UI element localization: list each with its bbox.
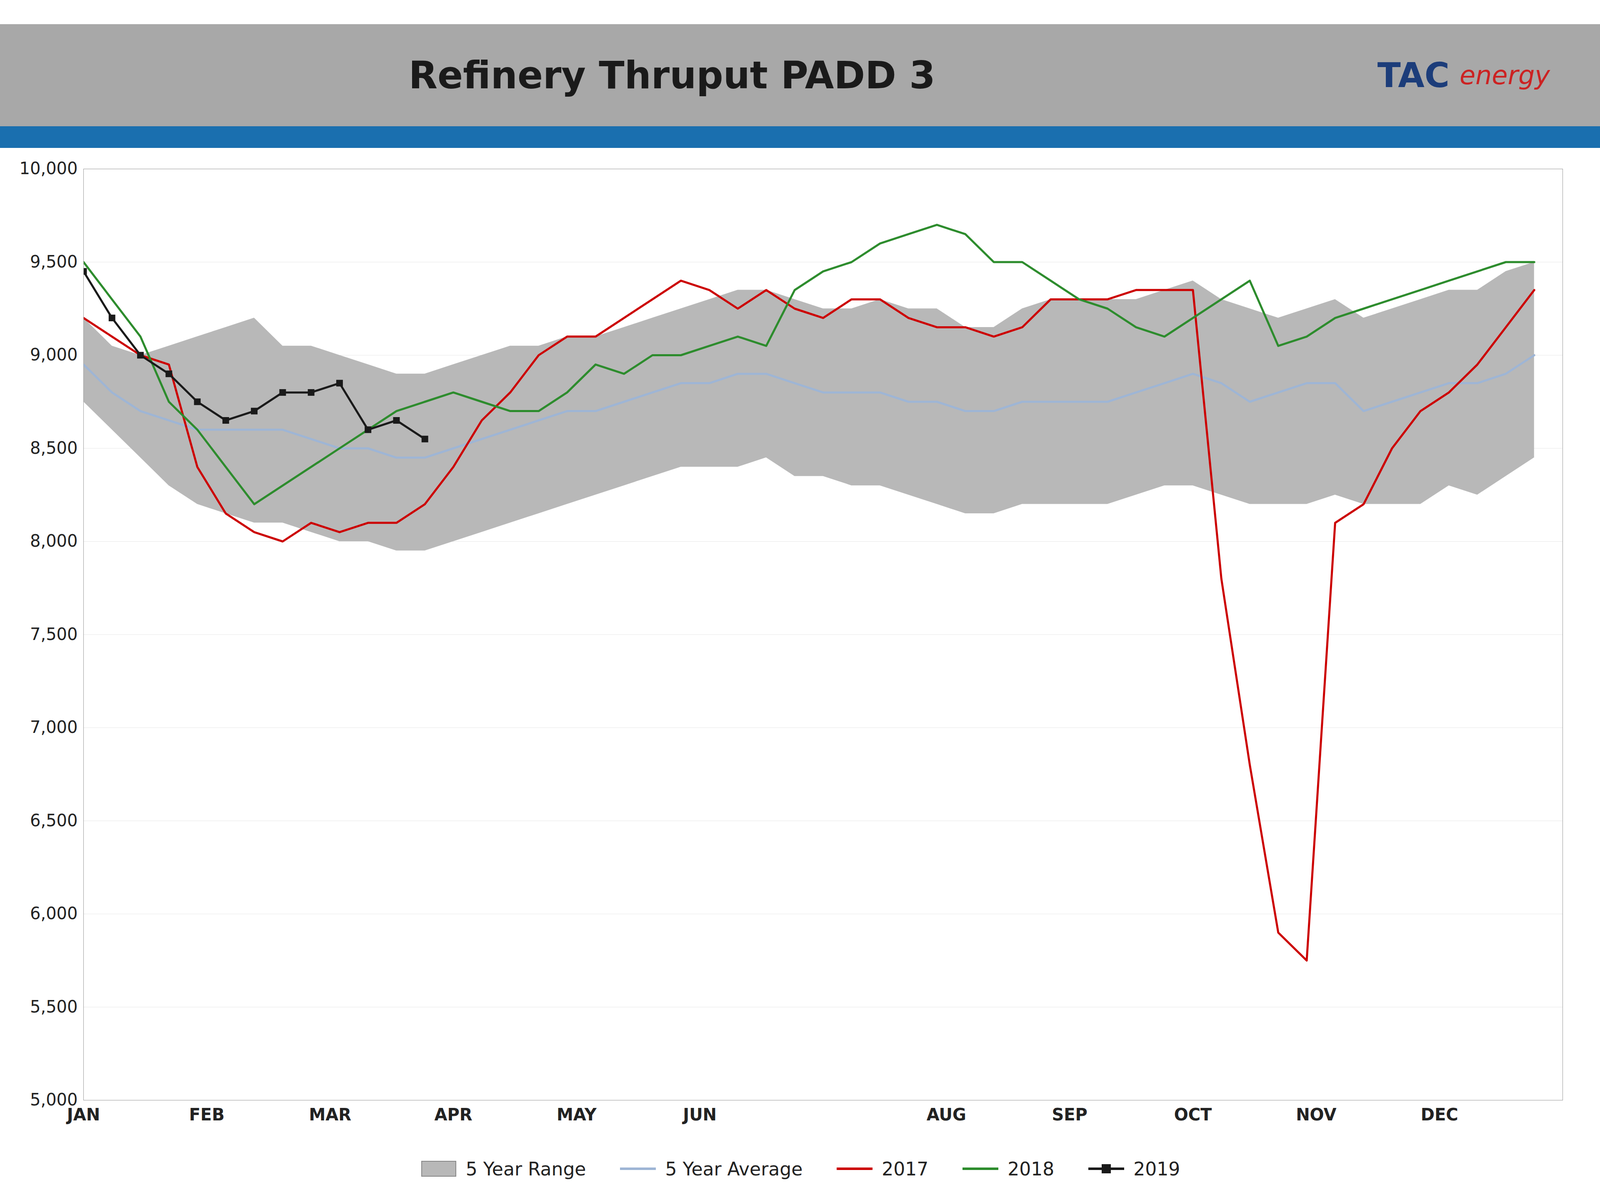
svg-text:APR: APR: [434, 1105, 473, 1125]
svg-text:DEC: DEC: [1420, 1105, 1459, 1125]
html-text:TAC energy: TAC energy: [1377, 55, 1550, 95]
svg-text:SEP: SEP: [1051, 1105, 1088, 1125]
svg-text:6,000: 6,000: [30, 903, 78, 923]
html-text:5 Year Average: 5 Year Average: [665, 1158, 803, 1180]
svg-text:9,500: 9,500: [30, 252, 78, 272]
svg-text:9,000: 9,000: [30, 345, 78, 365]
svg-text:MAY: MAY: [556, 1105, 598, 1125]
svg-text:JUN: JUN: [681, 1105, 717, 1125]
html-text:2019: 2019: [1133, 1158, 1181, 1180]
svg-text:AUG: AUG: [926, 1105, 967, 1125]
svg-text:5,000: 5,000: [30, 1090, 78, 1110]
svg-text:10,000: 10,000: [19, 158, 78, 178]
html-text:2018: 2018: [1007, 1158, 1055, 1180]
svg-text:NOV: NOV: [1295, 1105, 1337, 1125]
html-text:Refinery Thruput PADD 3: Refinery Thruput PADD 3: [408, 53, 936, 98]
html-text:5 Year Range: 5 Year Range: [465, 1158, 586, 1180]
svg-text:JAN: JAN: [65, 1105, 100, 1125]
svg-text:8,500: 8,500: [30, 438, 78, 458]
html-text:2017: 2017: [881, 1158, 929, 1180]
svg-text:7,500: 7,500: [30, 624, 78, 644]
svg-text:5,500: 5,500: [30, 997, 78, 1017]
svg-text:OCT: OCT: [1174, 1105, 1213, 1125]
svg-text:FEB: FEB: [189, 1105, 225, 1125]
svg-text:6,500: 6,500: [30, 810, 78, 830]
svg-text:8,000: 8,000: [30, 531, 78, 551]
svg-text:7,000: 7,000: [30, 717, 78, 737]
svg-text:MAR: MAR: [308, 1105, 352, 1125]
